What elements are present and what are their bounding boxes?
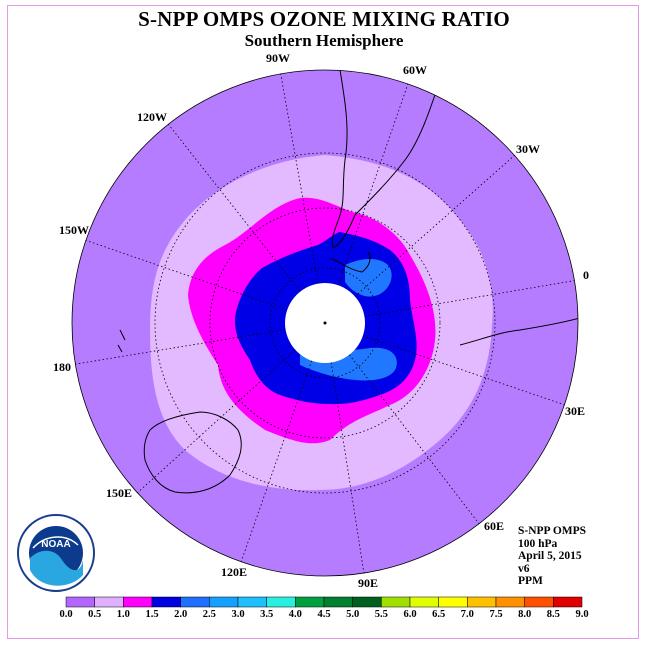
- lon-label-120w: 120W: [137, 110, 167, 124]
- lon-label-180: 180: [53, 360, 71, 374]
- figure-frame: [7, 5, 639, 639]
- colorbar-tick-label: 6.0: [403, 609, 417, 620]
- lon-label-30e: 30E: [565, 404, 586, 418]
- lon-label-120e: 120E: [221, 565, 248, 579]
- south-america-coast: [331, 70, 441, 249]
- map-subtitle: Southern Hemisphere: [244, 31, 404, 50]
- colorbar-tick-label: 0.5: [88, 609, 102, 620]
- lon-label-150w: 150W: [59, 223, 89, 237]
- lon-label-60e: 60E: [484, 519, 505, 533]
- info-block: S-NPP OMPS 100 hPa April 5, 2015 v6 PPM: [518, 525, 586, 588]
- colorbar-tick-label: 4.5: [317, 609, 331, 620]
- ozone-contour-2.0-east: [345, 258, 392, 297]
- info-instrument: S-NPP OMPS: [518, 525, 587, 537]
- info-units: PPM: [518, 575, 543, 588]
- colorbar-tick-label: 8.0: [518, 609, 532, 620]
- colorbar-tick-label: 3.5: [260, 609, 274, 620]
- colorbar-tick-label: 4.0: [288, 609, 302, 620]
- info-date: April 5, 2015: [518, 550, 582, 563]
- map-title: S-NPP OMPS OZONE MIXING RATIO: [138, 7, 510, 31]
- australia-coast: [143, 411, 242, 494]
- colorbar-tick-label: 2.0: [174, 609, 188, 620]
- antarctic-peninsula-coast: [329, 251, 371, 273]
- africa-coast: [459, 317, 578, 346]
- lon-label-30w: 30W: [516, 142, 540, 156]
- new-zealand-coast: [117, 329, 126, 353]
- colorbar-tick-label: 2.5: [202, 609, 216, 620]
- colorbar-tick-label: 7.5: [489, 609, 503, 620]
- lon-label-60w: 60W: [403, 63, 427, 77]
- colorbar-tick-label: 3.0: [231, 609, 245, 620]
- lon-label-90e: 90E: [358, 576, 379, 590]
- colorbar-tick-label: 5.0: [346, 609, 360, 620]
- lon-label-90w: 90W: [266, 51, 290, 65]
- colorbar-tick-label: 6.5: [432, 609, 446, 620]
- lon-label-0: 0: [583, 268, 589, 282]
- colorbar-tick-label: 5.5: [374, 609, 388, 620]
- info-level: 100 hPa: [518, 537, 558, 550]
- colorbar-tick-label: 8.5: [546, 609, 560, 620]
- lon-label-150e: 150E: [106, 486, 133, 500]
- colorbar-tick-label: 7.0: [460, 609, 474, 620]
- colorbar-tick-label: 9.0: [575, 609, 589, 620]
- colorbar-tick-label: 1.0: [116, 609, 130, 620]
- colorbar-tick-label: 1.5: [145, 609, 159, 620]
- info-version: v6: [518, 562, 530, 575]
- colorbar-tick-label: 0.0: [59, 609, 73, 620]
